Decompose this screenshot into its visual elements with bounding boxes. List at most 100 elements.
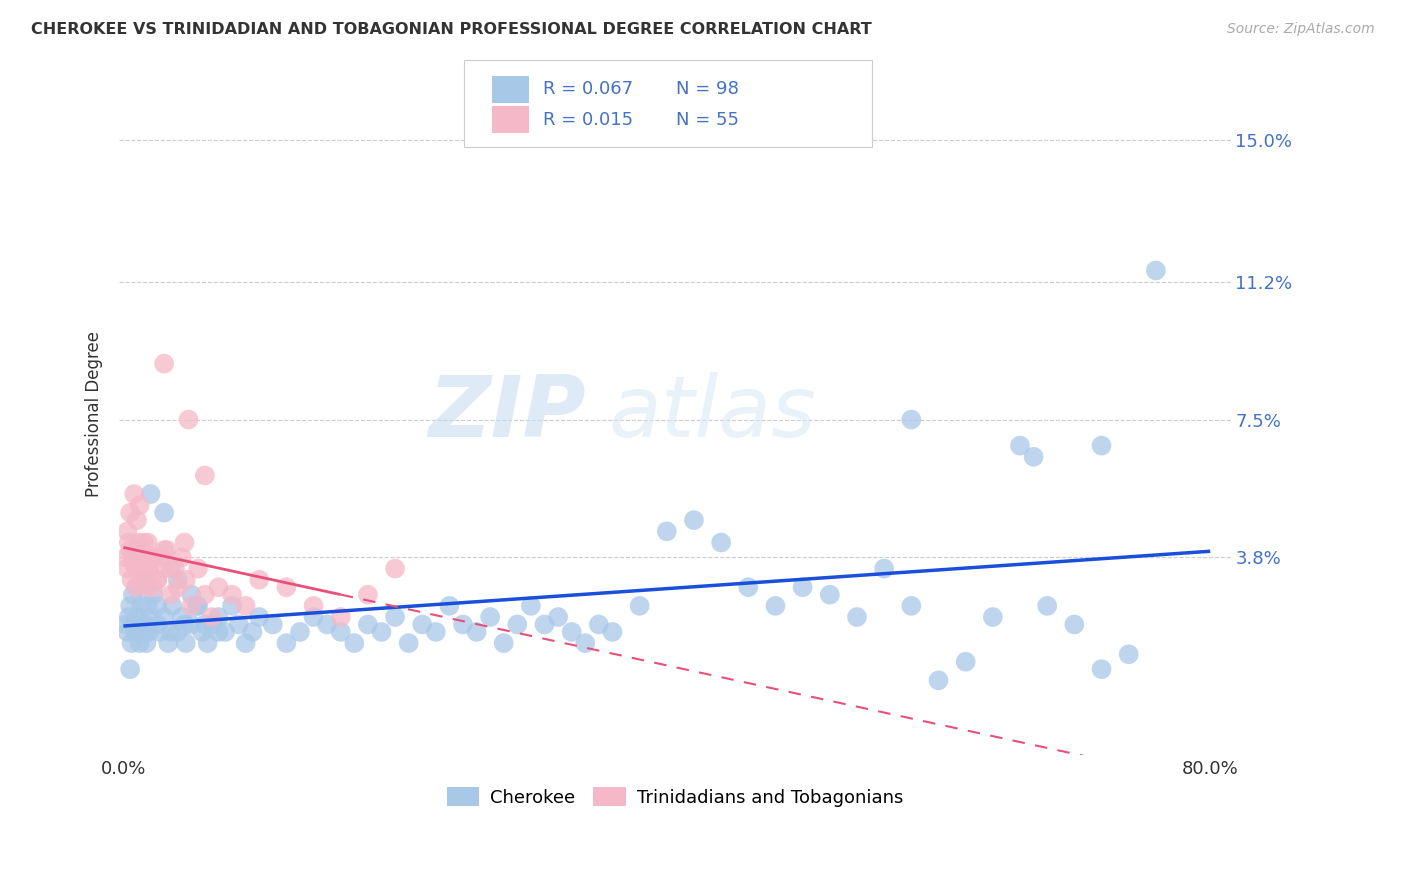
Text: R = 0.067: R = 0.067 bbox=[543, 80, 633, 98]
Point bbox=[1144, 263, 1167, 277]
Point bbox=[122, 487, 145, 501]
Point bbox=[170, 550, 193, 565]
Point bbox=[288, 624, 311, 639]
Point bbox=[138, 624, 160, 639]
Text: N = 98: N = 98 bbox=[676, 80, 740, 98]
Point bbox=[153, 543, 176, 558]
Point bbox=[302, 599, 325, 613]
Point bbox=[124, 624, 146, 639]
Point bbox=[173, 535, 195, 549]
Point bbox=[1036, 599, 1059, 613]
Point bbox=[124, 580, 146, 594]
Point bbox=[136, 561, 159, 575]
Text: atlas: atlas bbox=[609, 373, 817, 456]
Point bbox=[547, 610, 569, 624]
Point bbox=[166, 624, 188, 639]
Point bbox=[398, 636, 420, 650]
Point bbox=[121, 550, 143, 565]
Point bbox=[125, 543, 148, 558]
Point bbox=[384, 561, 406, 575]
Point bbox=[146, 573, 169, 587]
Point bbox=[120, 599, 142, 613]
Point bbox=[118, 610, 141, 624]
Point bbox=[574, 636, 596, 650]
Point bbox=[1022, 450, 1045, 464]
Text: CHEROKEE VS TRINIDADIAN AND TOBAGONIAN PROFESSIONAL DEGREE CORRELATION CHART: CHEROKEE VS TRINIDADIAN AND TOBAGONIAN P… bbox=[31, 22, 872, 37]
Text: ZIP: ZIP bbox=[429, 373, 586, 456]
Point bbox=[737, 580, 759, 594]
Y-axis label: Professional Degree: Professional Degree bbox=[86, 331, 103, 497]
Point bbox=[149, 624, 172, 639]
Point bbox=[194, 468, 217, 483]
Point bbox=[655, 524, 678, 539]
Point bbox=[170, 610, 193, 624]
Point bbox=[117, 524, 139, 539]
Point bbox=[160, 624, 183, 639]
Point bbox=[187, 599, 209, 613]
Point bbox=[117, 561, 139, 575]
Point bbox=[439, 599, 461, 613]
Point bbox=[166, 580, 188, 594]
Point bbox=[927, 673, 949, 688]
Point bbox=[136, 535, 159, 549]
Point bbox=[125, 513, 148, 527]
Point bbox=[153, 357, 176, 371]
Point bbox=[1008, 439, 1031, 453]
Point bbox=[128, 498, 150, 512]
Point bbox=[129, 599, 152, 613]
Point bbox=[115, 550, 138, 565]
Point bbox=[207, 580, 229, 594]
Point bbox=[329, 624, 352, 639]
Point bbox=[128, 550, 150, 565]
Point bbox=[120, 662, 142, 676]
Point bbox=[139, 550, 162, 565]
Point bbox=[247, 573, 270, 587]
Point bbox=[134, 550, 156, 565]
Text: Source: ZipAtlas.com: Source: ZipAtlas.com bbox=[1227, 22, 1375, 37]
Point bbox=[197, 636, 219, 650]
Point bbox=[242, 624, 264, 639]
Point bbox=[122, 617, 145, 632]
Point bbox=[118, 535, 141, 549]
Point bbox=[235, 599, 257, 613]
Point bbox=[150, 550, 173, 565]
Point bbox=[125, 561, 148, 575]
Point bbox=[180, 617, 202, 632]
Point bbox=[194, 617, 217, 632]
Point bbox=[561, 624, 583, 639]
Point bbox=[163, 561, 186, 575]
Point bbox=[131, 543, 153, 558]
Point bbox=[411, 617, 433, 632]
Point bbox=[174, 573, 197, 587]
Legend: Cherokee, Trinidadians and Tobagonians: Cherokee, Trinidadians and Tobagonians bbox=[440, 780, 910, 814]
Point bbox=[134, 617, 156, 632]
Point bbox=[146, 599, 169, 613]
Point bbox=[180, 599, 202, 613]
Point bbox=[479, 610, 502, 624]
Point bbox=[132, 573, 155, 587]
Point bbox=[187, 561, 209, 575]
Point bbox=[683, 513, 706, 527]
Point bbox=[628, 599, 651, 613]
Point bbox=[247, 610, 270, 624]
Point bbox=[132, 624, 155, 639]
Point bbox=[900, 412, 922, 426]
Point bbox=[792, 580, 814, 594]
Point bbox=[191, 624, 214, 639]
Point bbox=[214, 624, 236, 639]
Point bbox=[127, 610, 149, 624]
Point bbox=[765, 599, 787, 613]
Point bbox=[122, 558, 145, 572]
Point bbox=[302, 610, 325, 624]
Point bbox=[153, 506, 176, 520]
Point bbox=[142, 588, 165, 602]
Point bbox=[132, 535, 155, 549]
Point bbox=[602, 624, 624, 639]
Point bbox=[228, 617, 250, 632]
Point bbox=[146, 573, 169, 587]
Point bbox=[370, 624, 392, 639]
Point bbox=[955, 655, 977, 669]
Point bbox=[357, 588, 380, 602]
Point bbox=[127, 535, 149, 549]
Point bbox=[166, 573, 188, 587]
